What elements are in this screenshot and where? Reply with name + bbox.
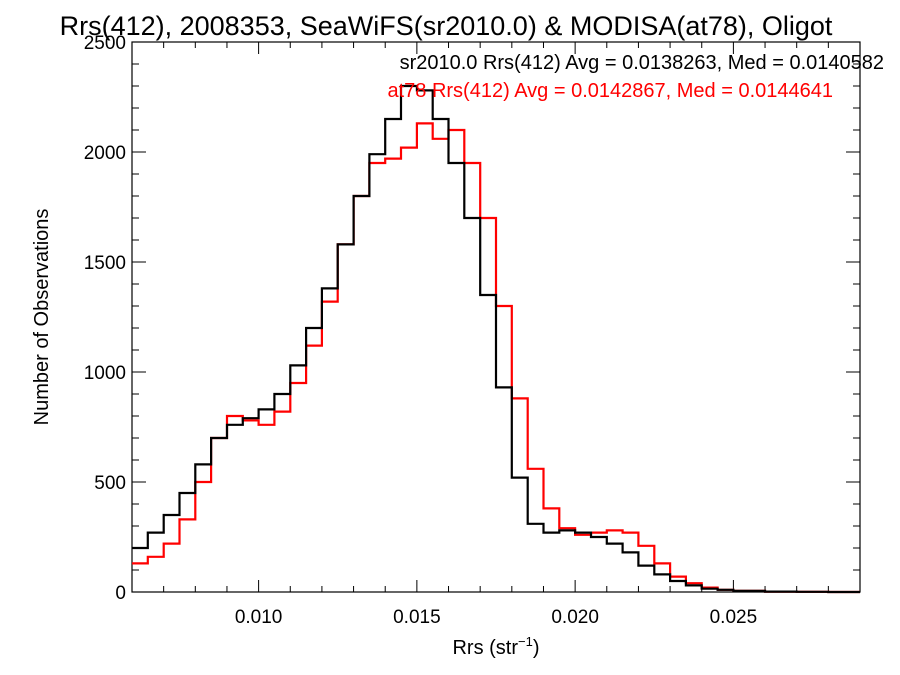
- annotation-at78: at78 Rrs(412) Avg = 0.0142867, Med = 0.0…: [387, 80, 833, 102]
- x-tick-label: 0.025: [710, 607, 758, 628]
- chart-title: Rrs(412), 2008353, SeaWiFS(sr2010.0) & M…: [60, 11, 833, 41]
- y-tick-label: 1000: [84, 363, 126, 384]
- series-layer: [132, 84, 860, 594]
- y-tick-label: 2500: [84, 33, 126, 54]
- series-sr2010-histogram: [132, 84, 860, 594]
- x-axis-label: Rrs (str−1): [452, 634, 539, 659]
- y-tick-label: 2000: [84, 143, 126, 164]
- y-tick-label: 1500: [84, 253, 126, 274]
- x-axis-label-close: ): [533, 637, 540, 659]
- y-tick-labels: 0 500 1000 1500 2000 2500: [84, 33, 126, 604]
- x-axis-label-superscript: −1: [518, 634, 533, 649]
- axis-ticks: [131, 41, 861, 593]
- x-tick-label: 0.010: [235, 607, 283, 628]
- y-tick-label: 500: [94, 473, 126, 494]
- y-axis-label: Number of Observations: [31, 209, 53, 426]
- x-tick-label: 0.020: [551, 607, 599, 628]
- x-tick-label: 0.015: [393, 607, 441, 628]
- x-tick-labels: 0.010 0.015 0.020 0.025: [235, 607, 757, 628]
- y-tick-label: 0: [115, 583, 126, 604]
- x-axis-label-main: Rrs (str: [452, 637, 518, 659]
- plot-frame: [131, 41, 861, 593]
- annotation-sr2010: sr2010.0 Rrs(412) Avg = 0.0138263, Med =…: [400, 52, 884, 74]
